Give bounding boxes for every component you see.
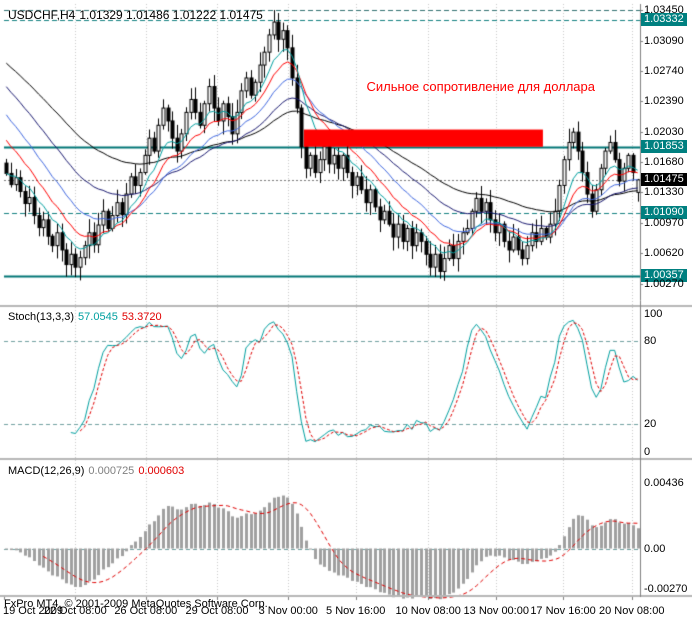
macd-scale-label: 0.00436 [644, 477, 684, 490]
copyright-label: FxPro MT4, © 2001-2009 MetaQuotes Softwa… [4, 598, 268, 610]
price-tick-label: 1.02740 [644, 65, 684, 78]
price-tick-label: 1.02030 [644, 126, 684, 139]
stoch-main-value: 57.0545 [78, 311, 118, 323]
stoch-signal-value: 53.3720 [121, 311, 162, 323]
price-tick-label: 1.01680 [644, 156, 684, 169]
price-tick-label: 1.03090 [644, 34, 684, 47]
stoch-scale-label: 100 [644, 308, 663, 320]
price-tick-label: 1.03450 [644, 4, 684, 17]
time-tick-label: 20 Nov 08:00 [599, 605, 665, 617]
macd-scale-label: -0.00270 [644, 583, 688, 595]
current-price-label: 1.01475 [641, 172, 687, 186]
price-tick-label: 1.00620 [644, 247, 684, 260]
stoch-scale-label: 0 [644, 446, 651, 458]
macd-signal-value: 0.000603 [138, 465, 185, 477]
time-tick-label: 19 Oct 2009 [3, 605, 63, 617]
price-level-label: 1.01853 [641, 140, 687, 154]
chart-title: USDCHF,H4 1.01329 1.01486 1.01222 1.01475 [8, 8, 267, 22]
macd-scale-label: 0.00 [644, 542, 666, 555]
time-tick-label: 17 Nov 16:00 [530, 605, 596, 617]
stoch-scale-label: 80 [644, 334, 657, 347]
ohlc-values-label: 1.01329 1.01486 1.01222 1.01475 [79, 8, 263, 22]
stochastic-indicator-label: Stoch(13,3,3) 57.0545 53.3720 [8, 311, 166, 323]
price-level-label: 1.00357 [641, 269, 687, 283]
symbol-timeframe-label: USDCHF,H4 [8, 8, 76, 22]
price-level-label: 1.01090 [641, 205, 687, 219]
macd-main-value: 0.000725 [88, 465, 135, 477]
time-tick-label: 10 Nov 08:00 [395, 605, 461, 617]
time-tick-label: 3 Nov 00:00 [258, 605, 318, 617]
macd-indicator-label: MACD(12,26,9) 0.000725 0.000603 [8, 465, 188, 477]
price-tick-label: 1.02390 [644, 95, 684, 108]
time-tick-label: 13 Nov 00:00 [463, 605, 529, 617]
time-tick-label: 5 Nov 16:00 [326, 605, 386, 617]
price-tick-label: 1.00970 [644, 217, 684, 230]
stoch-name-label: Stoch(13,3,3) [8, 311, 75, 323]
stoch-scale-label: 20 [644, 418, 657, 431]
time-tick-label: 26 Oct 08:00 [114, 605, 178, 617]
chart-annotation-text[interactable]: Сильное сопротивление для доллара [366, 78, 595, 94]
price-tick-label: 1.01330 [644, 186, 684, 199]
time-tick-label: 22 Oct 08:00 [43, 605, 107, 617]
price-level-label: 1.03332 [641, 13, 687, 27]
time-tick-label: 29 Oct 08:00 [185, 605, 249, 617]
macd-name-label: MACD(12,26,9) [8, 465, 85, 477]
price-tick-label: 1.00270 [644, 277, 684, 290]
